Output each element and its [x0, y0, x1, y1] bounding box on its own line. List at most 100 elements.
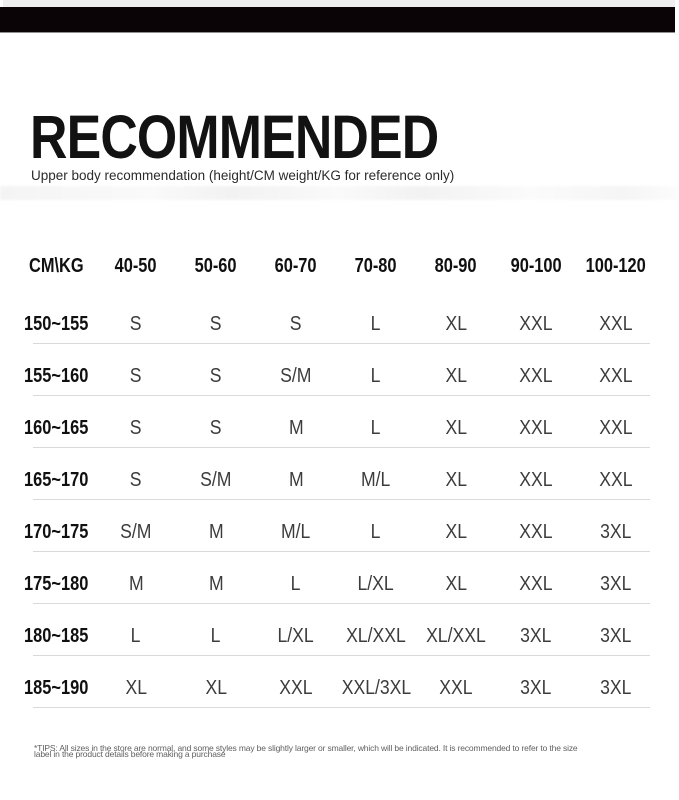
row-height-label-text: 150~155 [23, 312, 89, 335]
size-cell-text: M [208, 520, 224, 543]
page-subtitle: Upper body recommendation (height/CM wei… [31, 168, 455, 183]
row-height-label-text: 175~180 [23, 572, 89, 595]
size-cell-text: S [130, 364, 142, 387]
size-cell-text: XXL [279, 676, 313, 699]
row-height-label: 165~170 [16, 469, 96, 492]
row-height-label: 170~175 [16, 521, 96, 544]
size-cell: L [336, 365, 416, 388]
size-cell: S [176, 417, 256, 440]
size-cell-text: M [128, 572, 144, 595]
size-cell-text: XL/XXL [346, 624, 406, 647]
size-cell-text: XXL/3XL [341, 676, 411, 699]
size-cell: XL [176, 677, 256, 700]
size-cell-text: XL [445, 416, 467, 439]
row-height-label: 160~165 [16, 417, 96, 440]
size-cell-text: XXL [519, 468, 553, 491]
size-cell: L [336, 521, 416, 544]
column-header: 80-90 [416, 255, 496, 278]
column-header-text: 50-60 [195, 254, 237, 277]
column-header-text: 60-70 [275, 254, 317, 277]
column-header: 100-120 [576, 255, 656, 278]
size-cell-text: S [210, 416, 222, 439]
row-height-label: 180~185 [16, 625, 96, 648]
size-cell-text: XL [205, 676, 227, 699]
size-cell: XXL [416, 677, 496, 700]
top-strip [3, 0, 675, 7]
column-header-text: 90-100 [510, 254, 562, 277]
size-cell: 3XL [576, 573, 656, 596]
size-cell-text: XL [445, 572, 467, 595]
size-cell: M [176, 573, 256, 596]
size-cell-text: XXL [599, 312, 633, 335]
row-height-label: 150~155 [16, 313, 96, 336]
size-cell-text: S [210, 364, 222, 387]
size-cell: M [256, 469, 336, 492]
page-title: RECOMMENDED [30, 103, 439, 171]
column-header: 90-100 [496, 255, 576, 278]
size-cell: L [96, 625, 176, 648]
corner-label: CM\KG [16, 255, 96, 278]
footnote-line-2: label in the product details before maki… [34, 749, 226, 759]
size-cell-text: 3XL [520, 624, 552, 647]
size-cell: M [176, 521, 256, 544]
size-cell: XL [416, 573, 496, 596]
size-cell-text: S [130, 468, 142, 491]
size-cell: L [336, 313, 416, 336]
table-row: 160~165 S S M L XL XXL XXL [16, 396, 656, 448]
size-cell: M [96, 573, 176, 596]
size-cell: XXL [576, 469, 656, 492]
size-cell: 3XL [496, 625, 576, 648]
row-height-label-text: 165~170 [23, 468, 89, 491]
size-cell: L [256, 573, 336, 596]
watermark-band [0, 186, 679, 200]
row-height-label-text: 180~185 [23, 624, 89, 647]
size-cell-text: 3XL [520, 676, 552, 699]
row-height-label-text: 155~160 [23, 364, 89, 387]
size-cell: S [96, 469, 176, 492]
size-cell-text: XL [125, 676, 147, 699]
size-cell-text: L [131, 624, 141, 647]
size-cell: 3XL [496, 677, 576, 700]
size-cell-text: S [130, 416, 142, 439]
size-cell: L [336, 417, 416, 440]
size-cell-text: 3XL [600, 624, 632, 647]
size-cell-text: XL [445, 520, 467, 543]
column-header: 60-70 [256, 255, 336, 278]
table-row: 165~170 S S/M M M/L XL XXL XXL [16, 448, 656, 500]
size-cell: L/XL [336, 573, 416, 596]
size-cell-text: XXL [439, 676, 473, 699]
size-cell: XXL [496, 313, 576, 336]
size-cell-text: L/XL [357, 572, 395, 595]
size-cell-text: L [371, 312, 381, 335]
size-cell: S [96, 365, 176, 388]
black-banner [0, 7, 675, 33]
size-cell: S [256, 313, 336, 336]
size-cell: XL [416, 313, 496, 336]
size-cell: S [96, 417, 176, 440]
row-height-label-text: 185~190 [23, 676, 89, 699]
table-row: 175~180 M M L L/XL XL XXL 3XL [16, 552, 656, 604]
row-height-label: 185~190 [16, 677, 96, 700]
size-cell-text: XL [445, 364, 467, 387]
size-cell: M/L [256, 521, 336, 544]
size-cell-text: XXL [519, 312, 553, 335]
row-height-label: 175~180 [16, 573, 96, 596]
column-header-text: 40-50 [115, 254, 157, 277]
size-cell-text: M [288, 468, 304, 491]
size-cell: 3XL [576, 521, 656, 544]
size-cell-text: XL/XXL [426, 624, 486, 647]
size-cell-text: S/M [280, 364, 312, 387]
size-cell-text: 3XL [600, 520, 632, 543]
size-cell: S [96, 313, 176, 336]
size-cell-text: L [291, 572, 301, 595]
size-cell: L [176, 625, 256, 648]
size-cell: L/XL [256, 625, 336, 648]
size-cell: XXL [496, 573, 576, 596]
table-row: 150~155 S S S L XL XXL XXL [16, 292, 656, 344]
corner-label-text: CM\KG [28, 254, 84, 277]
size-cell: XL/XXL [336, 625, 416, 648]
size-table: CM\KG 40-50 50-60 60-70 70-80 80-90 90-100 100… [16, 240, 656, 708]
header-row: CM\KG 40-50 50-60 60-70 70-80 80-90 90-100 100… [16, 240, 656, 292]
column-header: 70-80 [336, 255, 416, 278]
size-cell-text: L [371, 364, 381, 387]
